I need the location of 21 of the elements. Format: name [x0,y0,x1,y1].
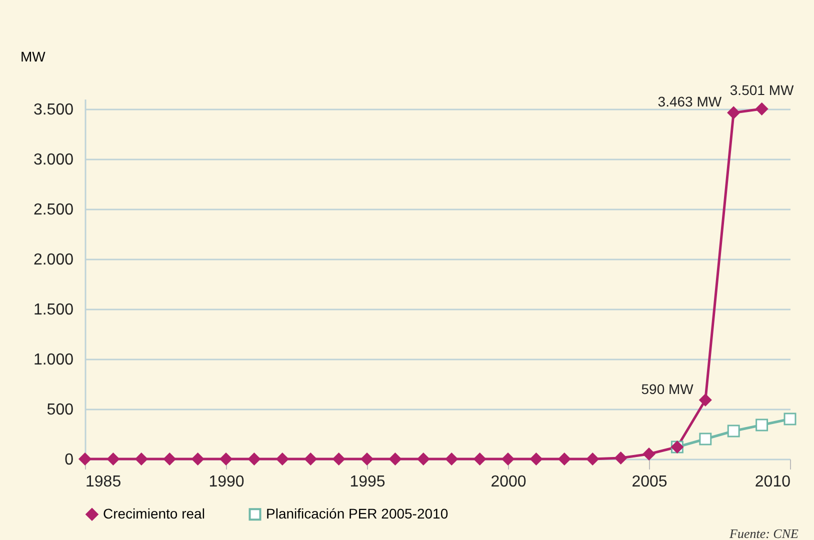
x-tick-label: 2000 [490,474,526,490]
x-tick-label: 1990 [208,474,244,490]
y-tick-label: 1.500 [33,302,74,318]
x-tick-label: 2005 [632,474,668,490]
y-tick-label: 3.500 [33,102,74,118]
source-note: Fuente: CNE [728,526,799,540]
x-tick-label: 1985 [86,474,122,490]
y-tick-label: 3.000 [33,152,74,168]
y-tick-label: 500 [46,402,74,418]
x-tick-label: 1995 [350,474,386,490]
legend-label: Crecimiento real [103,505,205,522]
x-tick-label: 2010 [754,474,791,490]
y-axis-title: MW [20,48,46,64]
y-tick-label: 0 [64,452,74,468]
data-label: 3.501 MW [730,82,794,98]
data-label: 590 MW [641,381,694,397]
y-tick-label: 2.000 [33,252,74,268]
data-label: 3.463 MW [658,94,722,110]
y-tick-label: 1.000 [33,352,74,368]
legend-label: Planificación PER 2005-2010 [266,505,448,522]
y-tick-label: 2.500 [33,202,74,218]
